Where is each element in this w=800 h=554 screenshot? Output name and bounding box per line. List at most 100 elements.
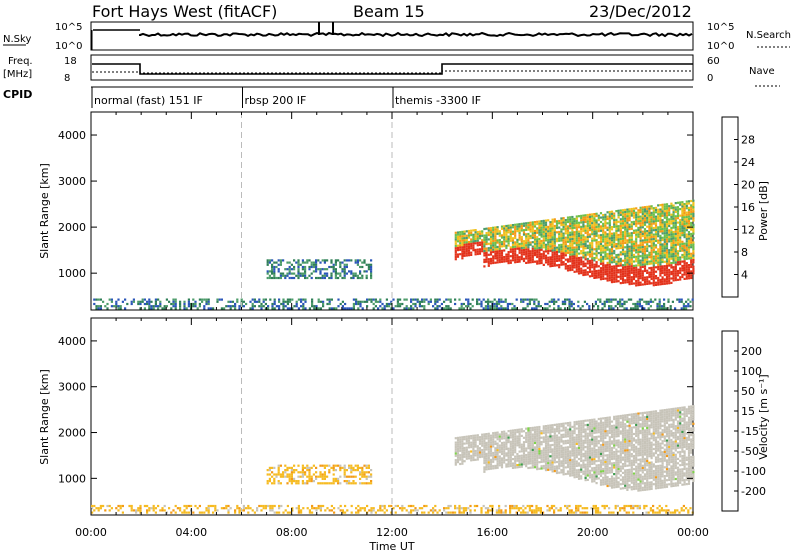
echo-cell	[533, 238, 537, 241]
echo-cell	[553, 456, 556, 459]
echo-cell	[485, 232, 488, 235]
echo-cell	[487, 302, 490, 306]
echo-cell	[643, 265, 647, 268]
echo-cell	[496, 261, 499, 264]
echo-cell	[548, 305, 551, 308]
echo-cell	[654, 253, 658, 256]
echo-cell	[251, 307, 254, 310]
echo-cell	[615, 265, 618, 268]
echo-cell	[280, 302, 283, 306]
echo-cell	[570, 300, 573, 303]
echo-cell	[614, 305, 617, 308]
echo-cell	[551, 470, 554, 473]
echo-cell	[529, 460, 532, 463]
echo-cell	[525, 222, 528, 225]
echo-cell	[549, 258, 552, 261]
echo-cell	[514, 223, 517, 226]
echo-cell	[650, 231, 653, 234]
echo-cell	[544, 462, 548, 465]
echo-cell	[474, 458, 477, 461]
echo-cell	[663, 254, 666, 257]
echo-cell	[231, 305, 234, 308]
echo-cell	[588, 235, 592, 238]
echo-cell	[610, 259, 614, 262]
echo-cell	[509, 442, 512, 446]
echo-cell	[295, 302, 298, 306]
echo-cell	[529, 223, 532, 226]
echo-cell	[559, 509, 562, 512]
echo-cell	[659, 230, 662, 233]
echo-cell	[540, 246, 543, 249]
echo-cell	[661, 225, 664, 228]
echo-cell	[568, 504, 571, 508]
echo-cell	[505, 255, 508, 258]
echo-cell	[399, 305, 402, 308]
echo-cell	[564, 472, 567, 476]
echo-cell	[657, 217, 660, 220]
echo-cell	[659, 215, 662, 218]
echo-cell	[632, 269, 636, 272]
echo-cell	[586, 238, 589, 241]
echo-cell	[597, 507, 600, 510]
echo-cell	[650, 236, 653, 239]
echo-cell	[322, 300, 325, 303]
echo-cell	[557, 305, 560, 308]
echo-cell	[602, 229, 605, 232]
echo-cell	[275, 265, 278, 269]
echo-cell	[641, 235, 644, 238]
echo-cell	[509, 235, 512, 238]
echo-cell	[352, 466, 355, 469]
echo-cell	[665, 240, 669, 243]
echo-cell	[652, 248, 655, 252]
echo-cell	[690, 259, 693, 262]
echo-cell	[494, 248, 497, 251]
echo-cell	[606, 266, 609, 269]
echo-cell	[503, 227, 506, 230]
echo-cell	[551, 229, 554, 232]
echo-cell	[542, 250, 545, 253]
echo-cell	[553, 430, 556, 433]
echo-cell	[533, 236, 537, 239]
echo-cell	[674, 210, 677, 213]
echo-cell	[569, 428, 572, 431]
echo-cell	[467, 437, 471, 440]
echo-cell	[242, 507, 245, 510]
echo-cell	[339, 265, 342, 269]
echo-cell	[505, 436, 508, 440]
echo-cell	[509, 447, 512, 450]
echo-cell	[681, 231, 684, 235]
echo-cell	[623, 504, 626, 508]
echo-cell	[685, 211, 688, 214]
echo-cell	[575, 261, 578, 264]
echo-cell	[507, 235, 510, 238]
echo-cell	[551, 468, 554, 471]
echo-cell	[566, 455, 570, 458]
echo-cell	[505, 454, 508, 457]
echo-cell	[597, 216, 600, 219]
echo-cell	[106, 307, 109, 310]
echo-cell	[529, 261, 532, 264]
echo-cell	[683, 273, 686, 276]
echo-cell	[275, 511, 278, 514]
echo-cell	[271, 466, 274, 469]
echo-cell	[514, 440, 517, 443]
echo-cell	[603, 302, 606, 306]
echo-cell	[522, 300, 525, 303]
right-tick-2: 10^0	[707, 41, 734, 52]
echo-cell	[542, 436, 545, 439]
echo-cell	[654, 246, 658, 249]
echo-cell	[624, 263, 627, 266]
echo-cell	[628, 276, 631, 279]
echo-cell	[580, 455, 583, 458]
echo-cell	[665, 267, 669, 270]
echo-cell	[481, 234, 484, 237]
echo-cell	[487, 227, 490, 230]
echo-cell	[256, 300, 259, 303]
echo-cell	[354, 274, 357, 277]
echo-cell	[368, 298, 371, 301]
echo-cell	[555, 430, 559, 433]
echo-cell	[511, 466, 515, 469]
echo-cell	[621, 211, 625, 214]
echo-cell	[549, 227, 552, 230]
echo-cell	[520, 249, 523, 252]
